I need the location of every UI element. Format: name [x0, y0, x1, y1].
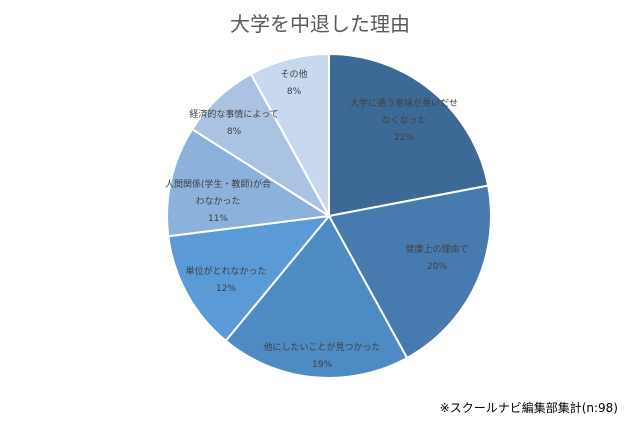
- pie-slice: [249, 52, 330, 217]
- slice-label-text: その他: [280, 70, 308, 80]
- chart-title: 大学を中退した理由: [230, 12, 410, 36]
- pie-slice: [224, 214, 409, 379]
- slice-label: 単位がとれなかった 12%: [185, 264, 266, 298]
- slice-value-label: 22%: [393, 133, 415, 143]
- slice-label: 人間関係(学生・教師)が合 わなかった 11%: [165, 177, 271, 228]
- slice-value-label: 8%: [286, 87, 302, 97]
- slice-value-label: 19%: [311, 360, 333, 370]
- pie-slice: [328, 52, 490, 218]
- slice-label: 大学に通う意味が見いだせ なくなった 22%: [350, 96, 458, 147]
- slice-label-text: わなかった: [195, 197, 241, 207]
- slice-label: その他 8%: [280, 67, 307, 101]
- slice-label-text: 経済的な事情によって: [189, 110, 279, 120]
- pie-slice: [167, 214, 332, 343]
- slice-label: 健康上の理由で 20%: [405, 242, 468, 276]
- slice-value-label: 20%: [426, 262, 448, 272]
- slice-value-label: 11%: [207, 214, 228, 224]
- slice-label: 他にしたいことが見つかった 19%: [263, 340, 380, 374]
- slice-label: 経済的な事情によって 8%: [189, 107, 278, 141]
- slice-label-text: 健康上の理由で: [405, 245, 469, 255]
- slice-label-text: 人間関係(学生・教師)が合: [164, 180, 272, 190]
- pie-slice: [327, 184, 493, 360]
- slice-label-text: なくなった: [381, 116, 427, 126]
- pie-slice: [166, 127, 332, 238]
- slice-value-label: 12%: [215, 284, 237, 294]
- slice-label-text: 大学に通う意味が見いだせ: [349, 99, 459, 109]
- slice-label-text: 他にしたいことが見つかった: [263, 343, 381, 353]
- slice-value-label: 8%: [226, 127, 242, 137]
- footnote: ※スクールナビ編集部集計(n:98): [439, 401, 618, 415]
- slice-label-text: 単位がとれなかった: [185, 267, 267, 277]
